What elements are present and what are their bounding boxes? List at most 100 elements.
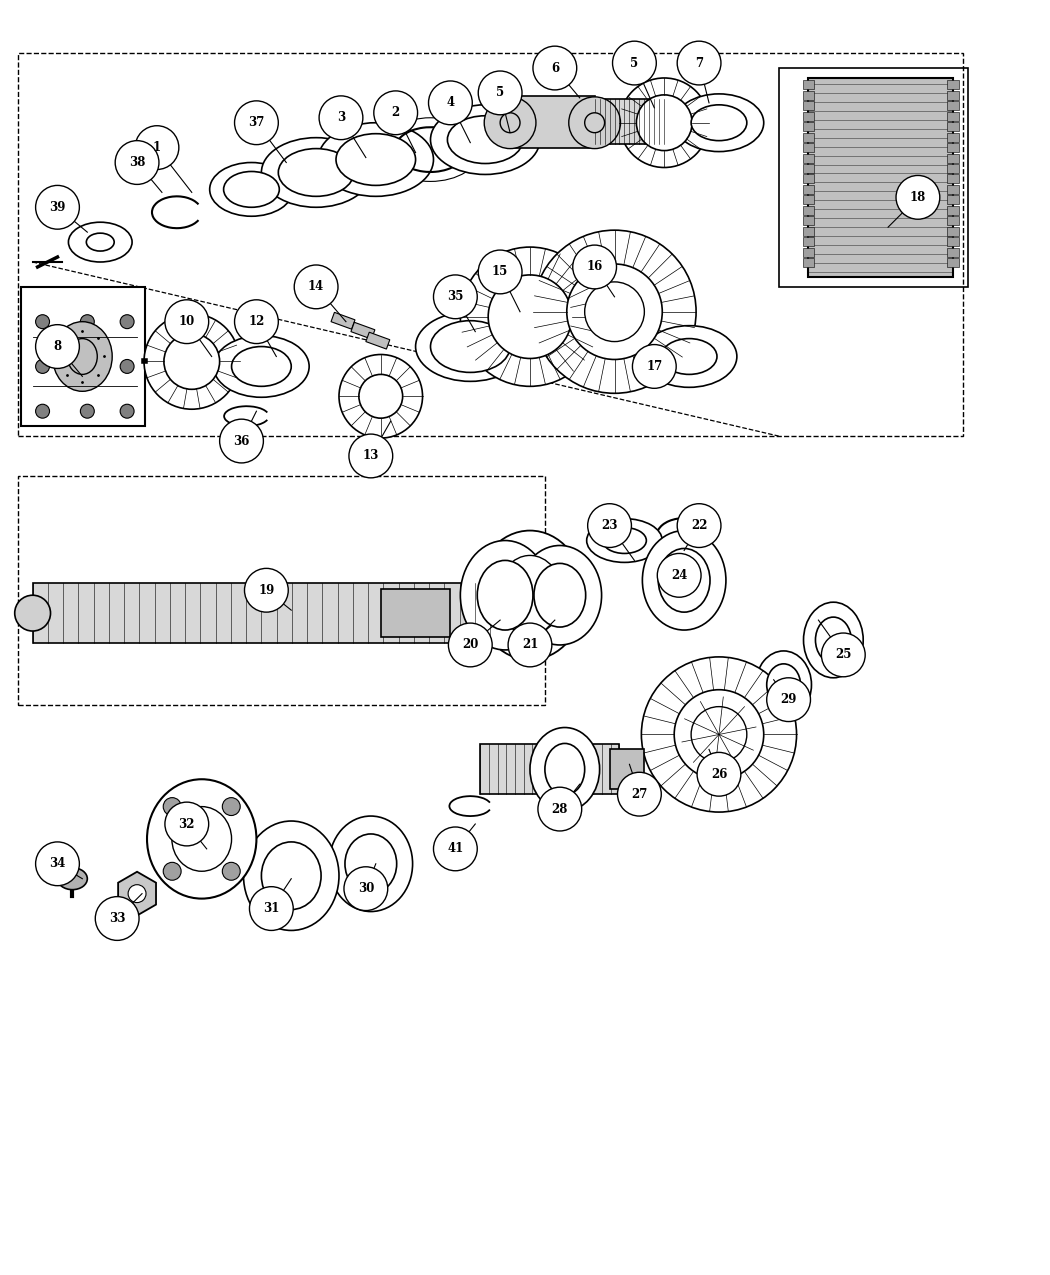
Polygon shape xyxy=(802,185,815,194)
Text: 6: 6 xyxy=(551,61,559,74)
Polygon shape xyxy=(802,153,815,162)
Bar xyxy=(381,589,450,638)
Polygon shape xyxy=(947,217,959,226)
Circle shape xyxy=(448,623,492,667)
Bar xyxy=(351,323,375,339)
Ellipse shape xyxy=(345,834,397,894)
Ellipse shape xyxy=(213,335,309,398)
Text: 17: 17 xyxy=(646,360,663,374)
Circle shape xyxy=(339,354,422,439)
Text: 1: 1 xyxy=(153,142,161,154)
Circle shape xyxy=(81,404,94,418)
Circle shape xyxy=(219,419,264,463)
Ellipse shape xyxy=(498,556,563,635)
Ellipse shape xyxy=(518,546,602,645)
Bar xyxy=(21,287,145,426)
Circle shape xyxy=(135,126,179,170)
Polygon shape xyxy=(947,112,959,121)
Circle shape xyxy=(81,315,94,329)
Circle shape xyxy=(460,247,600,386)
Text: 5: 5 xyxy=(630,56,638,70)
Polygon shape xyxy=(802,227,815,236)
Text: 2: 2 xyxy=(392,106,400,120)
Polygon shape xyxy=(802,122,815,131)
Circle shape xyxy=(434,827,478,871)
Ellipse shape xyxy=(674,94,763,152)
Text: 35: 35 xyxy=(447,291,463,303)
Circle shape xyxy=(36,185,80,230)
Ellipse shape xyxy=(172,807,232,871)
Text: 3: 3 xyxy=(337,111,345,124)
Ellipse shape xyxy=(569,97,621,149)
Circle shape xyxy=(612,41,656,85)
Text: 38: 38 xyxy=(129,156,145,170)
Text: 8: 8 xyxy=(54,340,62,353)
Text: 16: 16 xyxy=(587,260,603,273)
Circle shape xyxy=(349,434,393,478)
Circle shape xyxy=(234,300,278,343)
Circle shape xyxy=(478,250,522,293)
Polygon shape xyxy=(947,101,959,111)
Circle shape xyxy=(120,360,134,374)
Circle shape xyxy=(585,282,645,342)
Ellipse shape xyxy=(662,339,717,375)
Circle shape xyxy=(81,360,94,374)
Ellipse shape xyxy=(430,321,510,372)
Circle shape xyxy=(636,94,692,150)
Ellipse shape xyxy=(67,339,98,375)
Circle shape xyxy=(144,314,239,409)
Ellipse shape xyxy=(603,528,647,553)
Circle shape xyxy=(488,275,572,358)
Text: 29: 29 xyxy=(780,694,797,706)
Ellipse shape xyxy=(534,564,586,627)
Polygon shape xyxy=(802,133,815,142)
Polygon shape xyxy=(947,258,959,266)
Circle shape xyxy=(533,231,696,393)
Ellipse shape xyxy=(244,821,339,931)
Ellipse shape xyxy=(460,541,550,650)
Circle shape xyxy=(165,802,209,845)
Ellipse shape xyxy=(336,134,416,185)
Polygon shape xyxy=(802,195,815,204)
Ellipse shape xyxy=(381,117,480,181)
Circle shape xyxy=(359,375,402,418)
Circle shape xyxy=(538,787,582,831)
Ellipse shape xyxy=(545,743,585,796)
Polygon shape xyxy=(947,227,959,236)
Circle shape xyxy=(508,623,552,667)
Ellipse shape xyxy=(147,779,256,899)
Circle shape xyxy=(120,404,134,418)
Circle shape xyxy=(96,896,139,941)
Bar xyxy=(365,333,390,349)
Text: 27: 27 xyxy=(631,788,648,801)
Circle shape xyxy=(116,140,159,185)
Circle shape xyxy=(657,553,701,597)
Polygon shape xyxy=(947,205,959,214)
Ellipse shape xyxy=(484,97,536,149)
Ellipse shape xyxy=(261,842,321,909)
Ellipse shape xyxy=(430,105,540,175)
Text: 26: 26 xyxy=(711,768,728,780)
Circle shape xyxy=(164,334,219,389)
Text: 13: 13 xyxy=(362,450,379,463)
Ellipse shape xyxy=(416,311,525,381)
Polygon shape xyxy=(802,205,815,214)
Text: 12: 12 xyxy=(248,315,265,328)
Bar xyxy=(610,750,645,789)
Circle shape xyxy=(572,245,616,289)
Bar xyxy=(510,96,594,148)
Ellipse shape xyxy=(642,325,737,388)
Circle shape xyxy=(128,885,146,903)
Ellipse shape xyxy=(447,116,523,163)
Circle shape xyxy=(434,275,478,319)
Circle shape xyxy=(588,504,631,547)
Ellipse shape xyxy=(587,519,663,562)
Ellipse shape xyxy=(232,347,291,386)
Text: 15: 15 xyxy=(492,265,508,278)
Ellipse shape xyxy=(68,222,132,261)
Polygon shape xyxy=(802,175,815,184)
Text: 21: 21 xyxy=(522,639,539,652)
Circle shape xyxy=(36,315,49,329)
Polygon shape xyxy=(947,122,959,131)
Circle shape xyxy=(620,78,709,167)
